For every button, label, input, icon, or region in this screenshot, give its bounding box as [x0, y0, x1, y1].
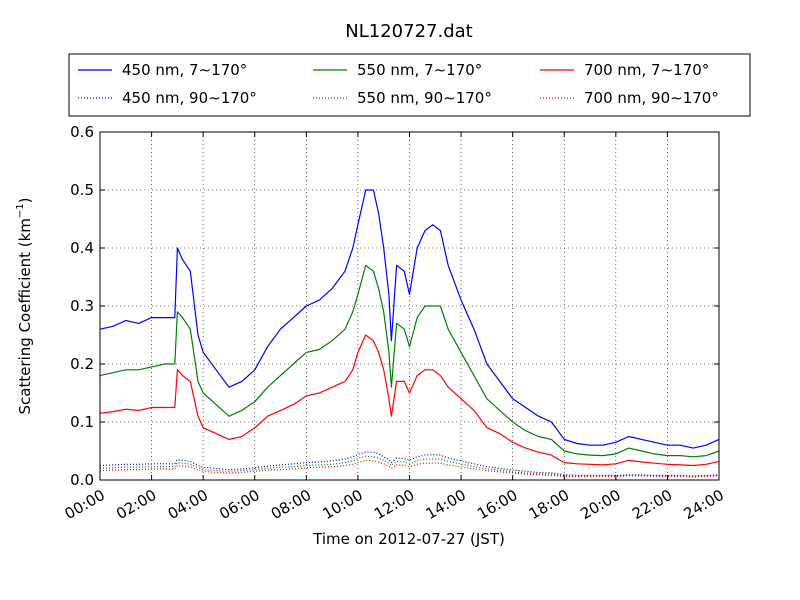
series-line [99, 189, 720, 449]
y-axis-label-text: Scattering Coefficient (km [16, 218, 34, 414]
y-tick-label: 0.6 [70, 123, 94, 141]
series-line [99, 334, 720, 467]
y-tick-labels: 0.0 0.1 0.2 0.3 0.4 0.5 0.6 [70, 123, 94, 489]
x-axis-label: Time on 2012-07-27 (JST) [312, 530, 505, 548]
series-line [99, 451, 720, 477]
legend-label: 450 nm, 7∼170° [122, 61, 247, 79]
y-tick-label: 0.5 [70, 181, 94, 199]
legend-box [68, 53, 751, 117]
y-tick-label: 0.1 [70, 413, 94, 431]
legend-label: 450 nm, 90∼170° [122, 89, 257, 107]
legend-label: 550 nm, 7∼170° [357, 61, 482, 79]
legend-label: 550 nm, 90∼170° [357, 89, 492, 107]
legend-label: 700 nm, 7∼170° [584, 61, 709, 79]
y-axis-label-superscript: −1 [15, 203, 26, 218]
series-layer [99, 189, 720, 478]
series-line [99, 459, 720, 478]
y-tick-label: 0.2 [70, 355, 94, 373]
y-tick-label: 0.0 [70, 471, 94, 489]
plot-area [99, 131, 720, 481]
ticks [99, 131, 720, 481]
series-line [99, 455, 720, 478]
y-axis-label-close: ) [16, 197, 34, 203]
y-tick-label: 0.3 [70, 297, 94, 315]
y-axis-label: Scattering Coefficient (km−1) [15, 197, 34, 414]
plot-background [100, 132, 719, 480]
legend: 450 nm, 7∼170° 550 nm, 7∼170° 700 nm, 7∼17… [68, 53, 751, 117]
legend-label: 700 nm, 90∼170° [584, 89, 719, 107]
chart-title: NL120727.dat [345, 21, 472, 42]
y-tick-label: 0.4 [70, 239, 94, 257]
series-line [99, 264, 720, 458]
